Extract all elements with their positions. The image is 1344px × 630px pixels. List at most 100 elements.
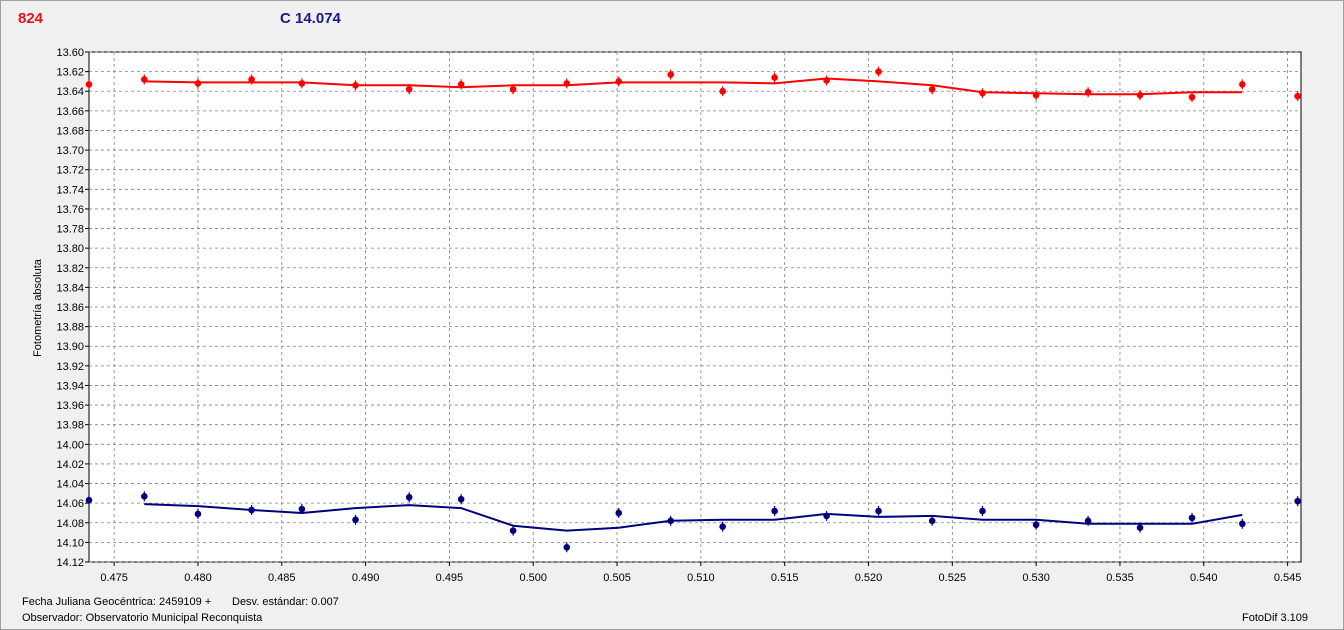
- x-tick-label: 0.500: [519, 572, 547, 584]
- series-layer: [85, 66, 1301, 553]
- y-tick-label: 13.76: [56, 204, 84, 216]
- x-tick-label: 0.520: [855, 572, 883, 584]
- std-deviation-label: Desv. estándar: 0.007: [232, 596, 339, 608]
- y-tick-label: 13.86: [56, 302, 84, 314]
- series-2-point: [928, 515, 936, 526]
- series-2-point: [563, 542, 571, 553]
- y-tick-label: 14.00: [56, 439, 84, 451]
- y-tick-label: 13.66: [56, 106, 84, 118]
- x-tick-label: 0.505: [603, 572, 631, 584]
- y-tick-label: 13.68: [56, 125, 84, 137]
- series-1-point: [979, 88, 986, 99]
- x-tick-label: 0.535: [1106, 572, 1134, 584]
- software-version-label: FotoDif 3.109: [1242, 612, 1309, 624]
- series-1-fit-line: [144, 77, 1243, 96]
- y-tick-label: 13.88: [56, 322, 84, 334]
- y-axis-label: Fotometría absoluta: [32, 259, 44, 357]
- series-1-point: [1294, 91, 1301, 102]
- series-2-fit-line: [144, 503, 1243, 532]
- julian-date-label: Fecha Juliana Geocéntrica: 2459109 +: [22, 596, 212, 608]
- x-tick-label: 0.540: [1190, 572, 1218, 584]
- series-2-point: [298, 504, 306, 515]
- series-1-point: [85, 79, 93, 90]
- series-2-point: [1136, 522, 1144, 533]
- comparison-star-label: C 14.074: [280, 10, 341, 27]
- series-1-point: [1239, 79, 1246, 90]
- y-tick-label: 14.02: [56, 459, 84, 471]
- y-tick-label: 13.82: [56, 263, 84, 275]
- series-2-point: [615, 507, 623, 518]
- series-1-point: [509, 84, 517, 95]
- series-2-point: [1188, 512, 1196, 523]
- y-tick-label: 13.72: [56, 165, 84, 177]
- y-tick-label: 14.10: [56, 537, 84, 549]
- y-tick-label: 13.74: [56, 184, 84, 196]
- series-2-point: [141, 491, 148, 502]
- y-tick-label: 13.98: [56, 420, 84, 432]
- x-tick-label: 0.475: [100, 572, 128, 584]
- series-1-point: [1084, 87, 1092, 98]
- y-tick-label: 13.70: [56, 145, 84, 157]
- series-2-point: [1239, 518, 1246, 529]
- y-tick-label: 13.62: [56, 67, 84, 79]
- series-2-point: [1084, 515, 1092, 526]
- x-tick-label: 0.515: [771, 572, 799, 584]
- y-tick-label: 13.80: [56, 243, 84, 255]
- series-2-point: [1294, 496, 1301, 507]
- x-tick-label: 0.485: [268, 572, 296, 584]
- series-2-point: [875, 506, 882, 516]
- y-tick-label: 14.06: [56, 498, 84, 510]
- series-1-point: [563, 78, 571, 89]
- y-tick-label: 13.92: [56, 361, 84, 373]
- observer-label: Observador: Observatorio Municipal Recon…: [22, 612, 263, 624]
- x-tick-label: 0.495: [436, 572, 464, 584]
- series-1-point: [875, 66, 882, 77]
- series-1-point: [194, 78, 202, 89]
- y-tick-label: 13.64: [56, 86, 84, 98]
- series-1-point: [771, 72, 778, 83]
- series-2-point: [352, 514, 359, 525]
- x-tick-label: 0.510: [687, 572, 715, 584]
- series-1-point: [405, 84, 413, 95]
- axis-ticks: 13.60 13.62 13.64 13.66 13.68 13.70 13.72 13.74…: [56, 47, 1301, 584]
- series-2-point: [979, 506, 986, 516]
- series-2-point: [509, 525, 517, 536]
- series-2-point: [405, 492, 413, 503]
- series-2-point: [457, 494, 465, 505]
- x-tick-label: 0.490: [352, 572, 380, 584]
- y-tick-label: 13.94: [56, 380, 84, 392]
- series-1-point: [1136, 90, 1144, 101]
- series-1-point: [928, 84, 936, 95]
- x-tick-label: 0.545: [1274, 572, 1302, 584]
- y-tick-label: 13.60: [56, 47, 84, 59]
- series-1-point: [248, 74, 255, 85]
- series-1-point: [352, 80, 359, 91]
- series-1-point: [615, 76, 623, 87]
- y-tick-label: 14.08: [56, 518, 84, 530]
- y-tick-label: 14.12: [56, 557, 84, 569]
- y-tick-label: 13.78: [56, 224, 84, 236]
- x-tick-label: 0.480: [184, 572, 212, 584]
- series-2-point: [667, 515, 674, 526]
- series-2-point: [771, 506, 778, 516]
- series-2-point: [719, 521, 726, 532]
- series-2-point: [823, 510, 830, 521]
- series-1-point: [141, 74, 148, 85]
- series-1-point: [667, 69, 674, 80]
- x-tick-label: 0.530: [1022, 572, 1050, 584]
- y-tick-label: 13.90: [56, 341, 84, 353]
- series-2-point: [1032, 519, 1040, 530]
- series-2-point: [194, 508, 202, 519]
- series-1-point: [457, 79, 465, 90]
- y-tick-label: 13.96: [56, 400, 84, 412]
- y-tick-label: 13.84: [56, 282, 84, 294]
- grid-lines: [89, 51, 1301, 563]
- variable-star-label: 824: [18, 10, 44, 27]
- y-tick-label: 14.04: [56, 479, 84, 491]
- series-2-point: [248, 505, 255, 516]
- series-1-point: [1188, 92, 1196, 103]
- series-1-point: [298, 78, 306, 89]
- series-1-point: [823, 75, 830, 86]
- series-2-point: [85, 495, 93, 506]
